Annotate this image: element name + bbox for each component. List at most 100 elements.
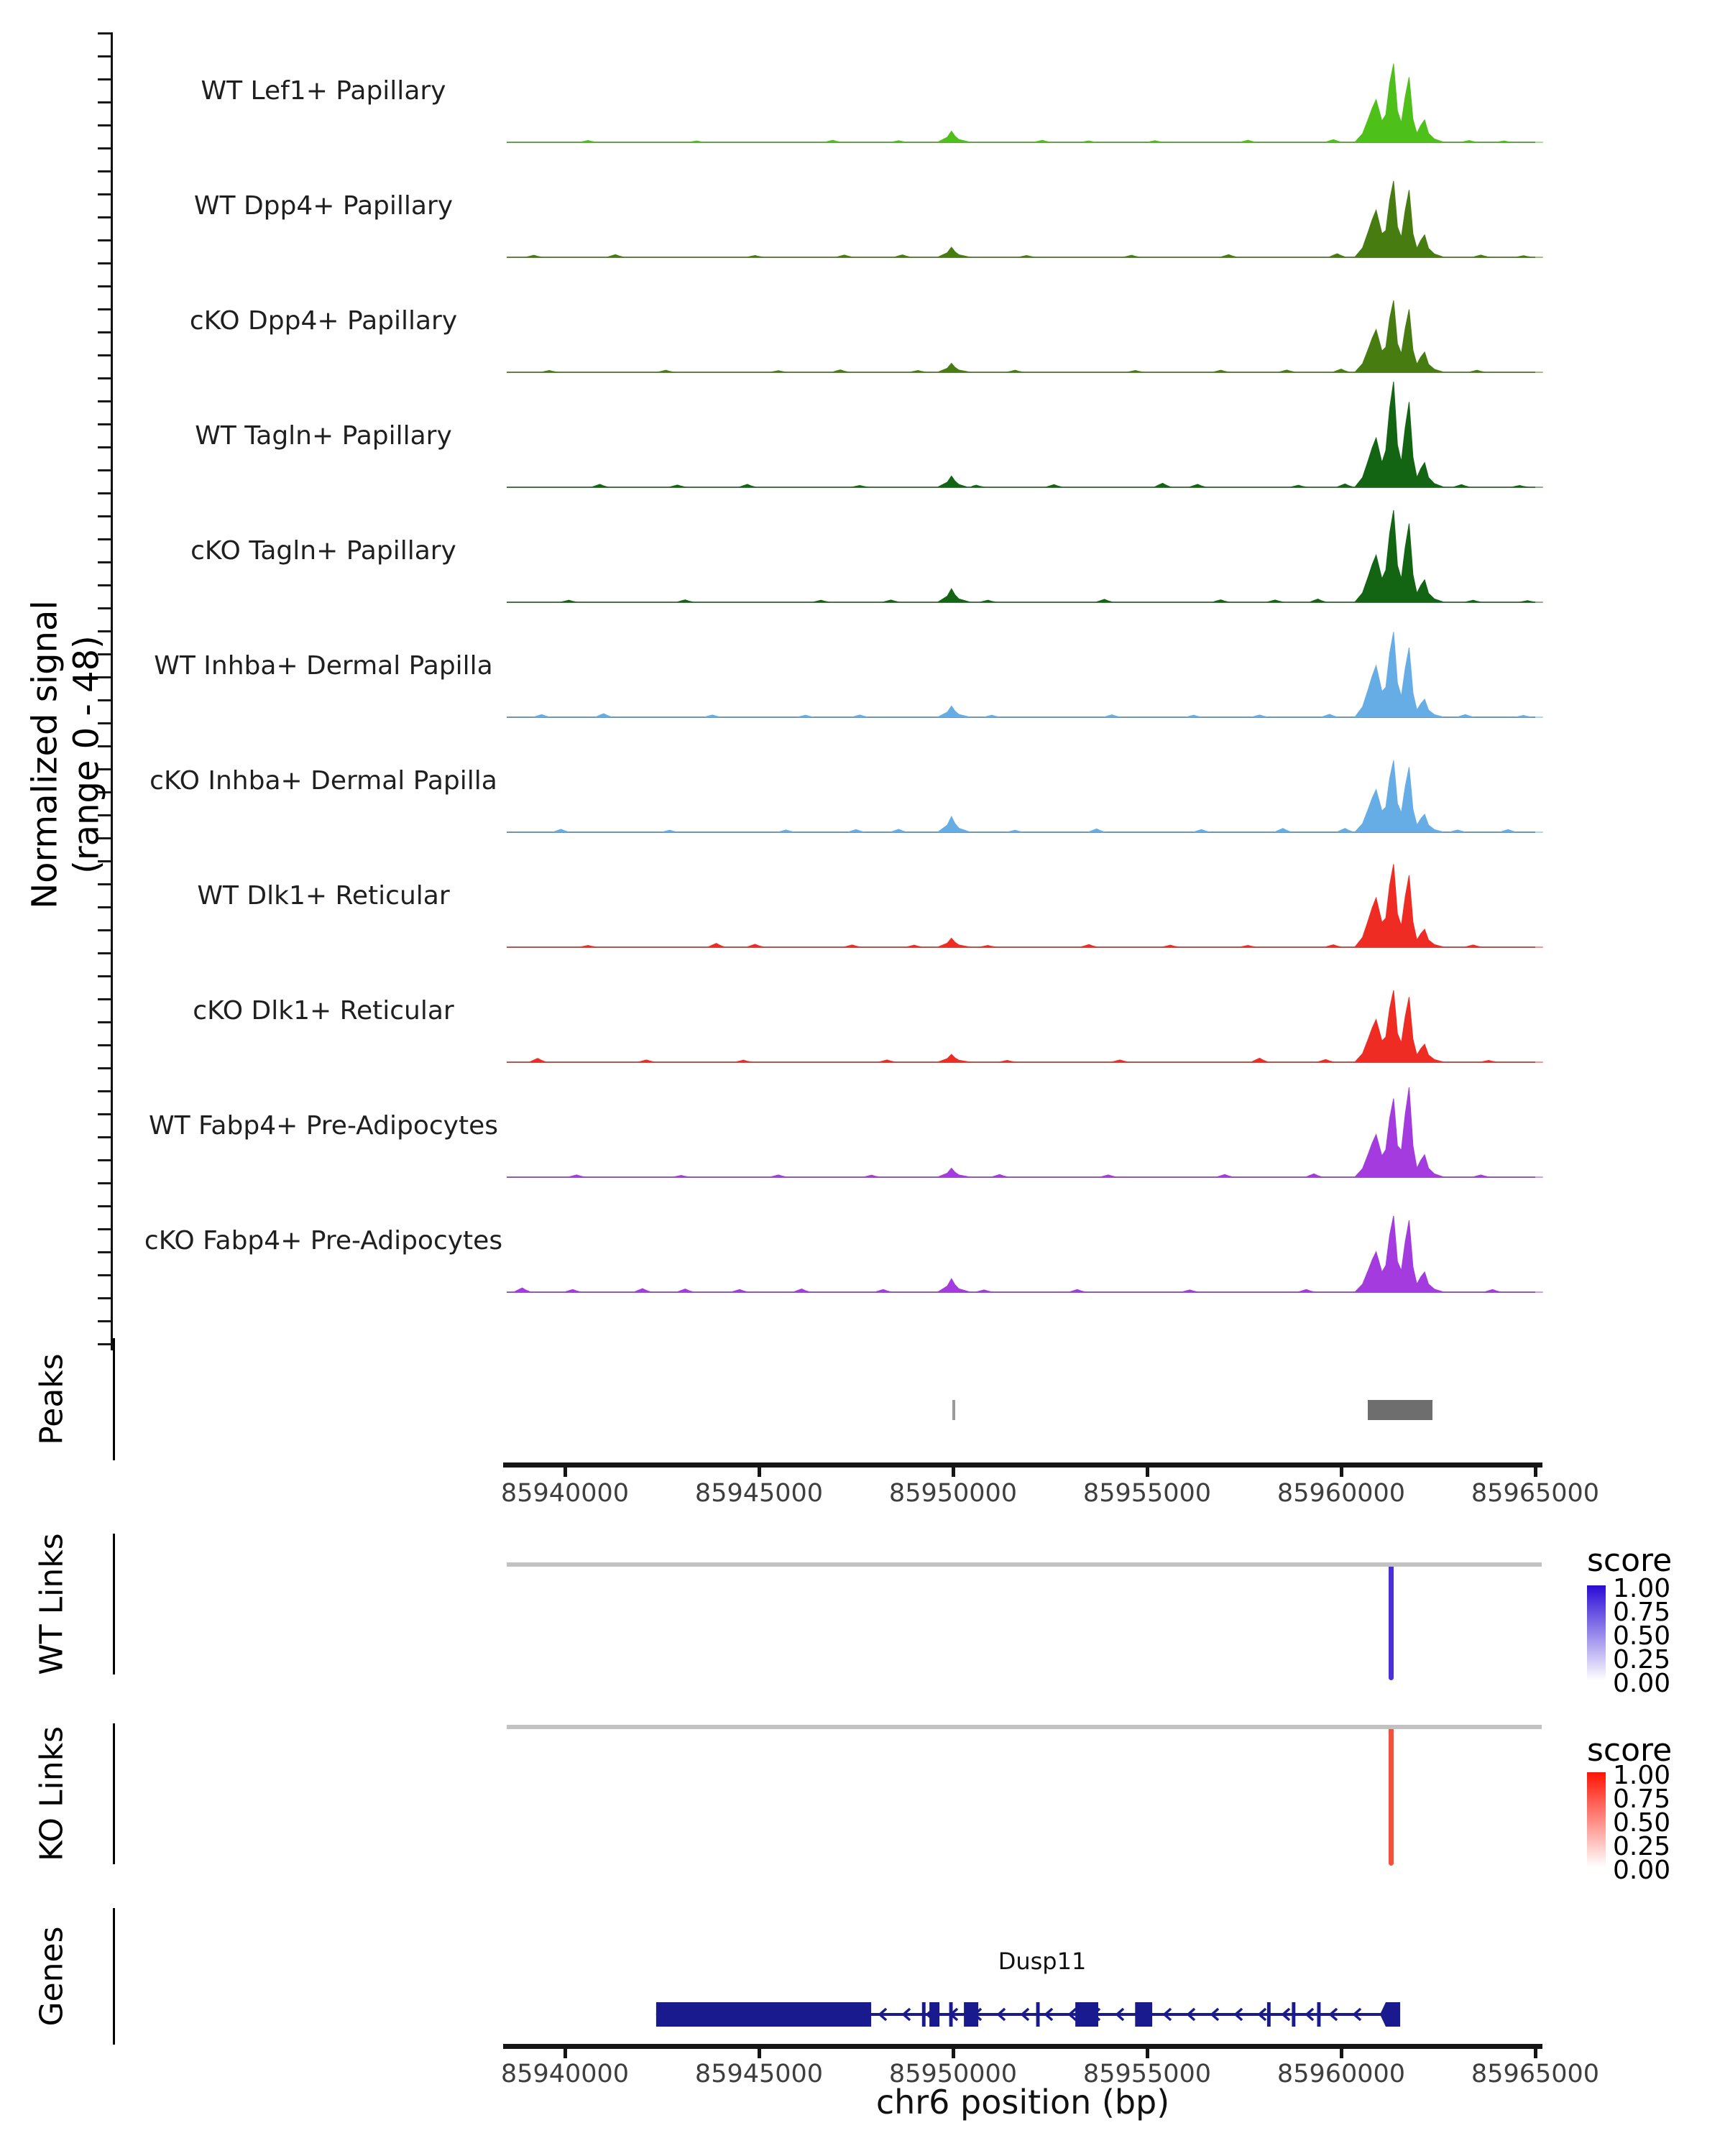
axis-tick (1339, 2049, 1343, 2058)
y-axis-label-line1: Normalized signal (24, 600, 65, 909)
peak-rect (1368, 1400, 1432, 1420)
track-label: WT Inhba+ Dermal Papilla (154, 651, 493, 681)
signal-track-svg (507, 1087, 1543, 1178)
signal-track-svg (507, 1215, 1543, 1293)
track-label: WT Tagln+ Papillary (195, 421, 452, 451)
axis-tick (951, 1468, 955, 1477)
score-legend-label: 0.75 (1613, 1598, 1671, 1627)
gene-strand-arrow (925, 2007, 935, 2022)
signal-track-svg (507, 180, 1543, 258)
signal-area (507, 864, 1543, 948)
axis-tick (1145, 2049, 1149, 2058)
ko-score-legend-title: score (1587, 1732, 1673, 1769)
track-label: cKO Inhba+ Dermal Papilla (150, 766, 497, 796)
peaks-bracket (113, 1338, 115, 1460)
score-legend-label: 0.25 (1613, 1832, 1671, 1861)
gene-tss-arrow (1380, 2002, 1401, 2027)
axis-tick-label: 85940000 (500, 2060, 630, 2088)
signal-track-svg (507, 63, 1543, 143)
signal-area (507, 510, 1543, 603)
gene-strand-arrow (1281, 2007, 1291, 2022)
score-legend-label: 0.25 (1613, 1645, 1671, 1674)
signal-track-svg (507, 864, 1543, 948)
gene-strand-arrow (1162, 2007, 1172, 2022)
axis-tick-label: 85955000 (1082, 2060, 1212, 2088)
track-label: cKO Tagln+ Papillary (190, 536, 456, 566)
score-legend-label: 1.00 (1613, 1574, 1671, 1603)
y-axis-line (111, 32, 113, 1350)
signal-track-svg (507, 760, 1543, 833)
track-label: WT Fabp4+ Pre-Adipocytes (149, 1111, 498, 1141)
gene-strand-arrow (1352, 2007, 1362, 2022)
ko-links-baseline (507, 1725, 1542, 1729)
ko-link-line (1389, 1729, 1394, 1866)
axis-tick-label: 85955000 (1082, 1479, 1212, 1508)
gene-strand-arrow (1186, 2007, 1196, 2022)
gene-strand-arrow (1044, 2007, 1054, 2022)
axis-tick (1339, 1468, 1343, 1477)
wt-score-legend-title: score (1587, 1542, 1673, 1579)
ko-links-label: KO Links (33, 1726, 70, 1862)
y-axis-ticks (98, 32, 111, 1352)
peak-rect (952, 1400, 955, 1420)
axis-tick (757, 1468, 761, 1477)
x-axis-label: chr6 position (bp) (875, 2083, 1170, 2122)
ko-links-bracket (113, 1723, 115, 1864)
gene-strand-arrow (1328, 2007, 1338, 2022)
gene-exon-rect (1317, 2002, 1321, 2027)
score-legend-label: 0.75 (1613, 1784, 1671, 1814)
signal-area (507, 180, 1543, 258)
gene-exon-rect (1135, 2002, 1153, 2027)
gene-strand-arrow (996, 2007, 1006, 2022)
axis-tick-label: 85950000 (888, 2060, 1018, 2088)
score-legend-label: 0.50 (1613, 1808, 1671, 1838)
track-label: WT Dlk1+ Reticular (197, 881, 450, 911)
axis-tick (1145, 1468, 1149, 1477)
score-legend-label: 0.00 (1613, 1669, 1671, 1698)
gene-strand-arrow (1305, 2007, 1315, 2022)
y-axis-label-line2: (range 0 - 48) (66, 635, 106, 874)
axis-tick (951, 2049, 955, 2058)
axis-tick (563, 2049, 567, 2058)
score-legend-label: 0.00 (1613, 1856, 1671, 1885)
track-label: cKO Fabp4+ Pre-Adipocytes (144, 1226, 503, 1256)
gene-strand-arrow (878, 2007, 888, 2022)
track-label: WT Dpp4+ Papillary (193, 191, 454, 221)
axis-line-bottom (503, 2044, 1542, 2049)
gene-strand-arrow (1210, 2007, 1220, 2022)
signal-track-svg (507, 510, 1543, 603)
track-label: WT Lef1+ Papillary (201, 76, 446, 106)
gene-strand-arrow (1257, 2007, 1267, 2022)
wt-score-gradient (1587, 1585, 1606, 1680)
gene-exon-rect (964, 2002, 979, 2027)
gene-exon-rect (921, 2002, 926, 2027)
signal-area (507, 382, 1543, 488)
gene-exon-rect (1292, 2002, 1296, 2027)
gene-strand-arrow (972, 2007, 983, 2022)
signal-area (507, 1087, 1543, 1178)
signal-area (507, 1215, 1543, 1293)
signal-area (507, 63, 1543, 143)
gene-strand-arrow (901, 2007, 911, 2022)
track-label: cKO Dlk1+ Reticular (193, 996, 454, 1026)
axis-tick-label: 85950000 (888, 1479, 1018, 1508)
wt-links-label: WT Links (33, 1533, 70, 1675)
axis-tick-label: 85945000 (694, 2060, 824, 2088)
signal-track-svg (507, 382, 1543, 488)
signal-area (507, 760, 1543, 833)
score-legend-label: 1.00 (1613, 1761, 1671, 1790)
gene-strand-arrow (1020, 2007, 1030, 2022)
axis-tick-label: 85945000 (694, 1479, 824, 1508)
wt-links-baseline (507, 1562, 1542, 1567)
signal-area (507, 990, 1543, 1063)
gene-strand-arrow (1138, 2007, 1149, 2022)
axis-tick-label: 85940000 (500, 1479, 630, 1508)
genes-label: Genes (33, 1926, 70, 2027)
genes-bracket (113, 1908, 115, 2045)
axis-tick-label: 85965000 (1471, 1479, 1600, 1508)
gene-wide-exon (656, 2002, 872, 2027)
axis-tick (1533, 1468, 1537, 1477)
axis-tick-label: 85960000 (1276, 2060, 1406, 2088)
axis-tick (563, 1468, 567, 1477)
